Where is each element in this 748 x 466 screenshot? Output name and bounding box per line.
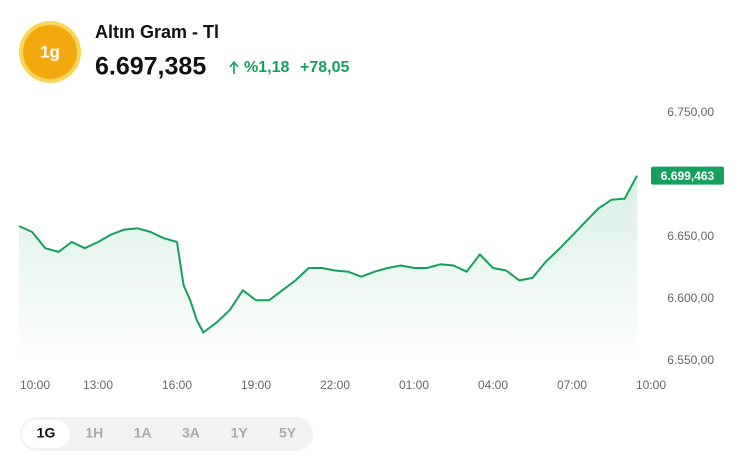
x-tick-label: 01:00: [399, 378, 429, 392]
price: 6.697,385: [95, 53, 206, 81]
x-tick-label: 16:00: [162, 378, 192, 392]
tab-label[interactable]: 1A: [134, 425, 152, 441]
x-tick-label: 10:00: [20, 378, 50, 392]
x-tick-label: 22:00: [320, 378, 350, 392]
tab-label[interactable]: 1Y: [231, 425, 249, 441]
tab-label[interactable]: 1G: [37, 425, 56, 441]
tabs: 1G 1H 1A 3A 1Y 5Y: [22, 420, 297, 448]
y-tick-label: 6.750,00: [667, 105, 714, 119]
x-tick-label: 04:00: [478, 378, 508, 392]
tab-bar: [20, 417, 313, 451]
chart: 6.550,00 6.600,00 6.650,00 6.750,00 10:00 13:…: [18, 105, 724, 392]
line: [18, 175, 638, 334]
tab-label[interactable]: 1H: [85, 425, 103, 441]
y-tick-label: 6.600,00: [667, 291, 714, 305]
last-value-box: [651, 166, 724, 185]
tab-label[interactable]: 3A: [182, 425, 200, 441]
y-tick-label: 6.650,00: [667, 229, 714, 243]
tab-label[interactable]: 5Y: [279, 425, 297, 441]
up-arrow: [229, 60, 239, 74]
last-value-label: 6.699,463: [661, 169, 715, 183]
active-tab[interactable]: [22, 420, 70, 448]
x-tick-label: 07:00: [557, 378, 587, 392]
x-tick-label: 19:00: [241, 378, 271, 392]
y-tick-label: 6.550,00: [667, 353, 714, 367]
icon: [23, 25, 77, 79]
x-tick-label: 13:00: [83, 378, 113, 392]
x-tick-label: 10:00: [636, 378, 666, 392]
icon-label: 1g: [40, 42, 60, 61]
area: [19, 175, 638, 355]
title: Altın Gram - Tl: [95, 22, 219, 42]
change: +78,05: [300, 59, 349, 76]
change-pct: %1,18: [244, 59, 289, 76]
